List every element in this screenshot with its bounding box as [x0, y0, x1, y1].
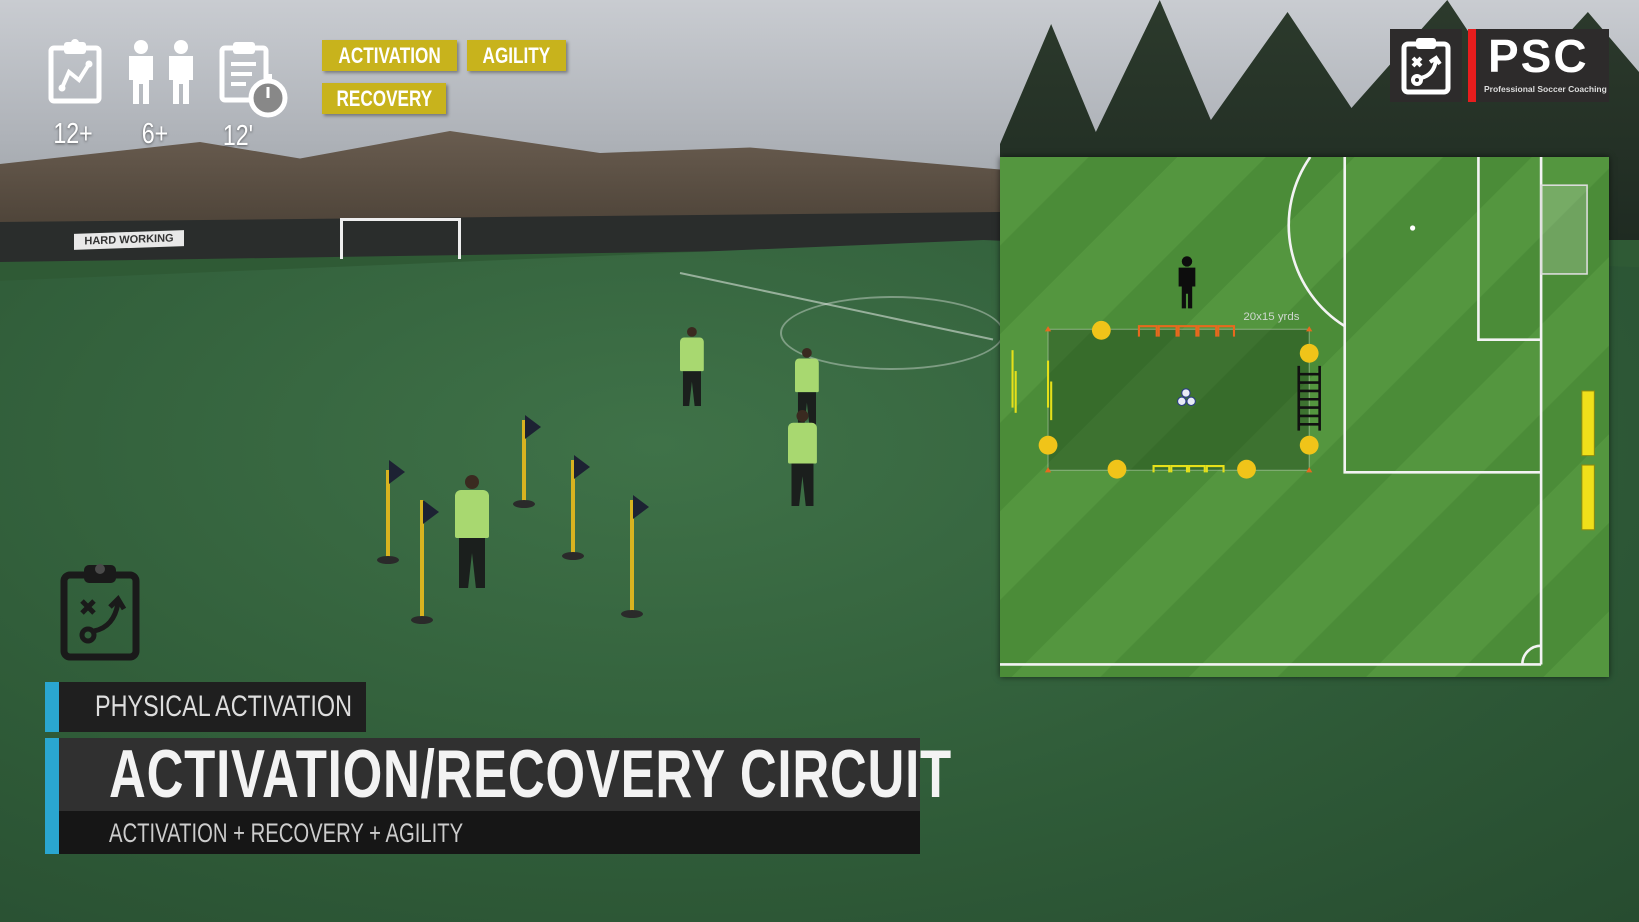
background-goal [340, 218, 461, 259]
disc-marker [1038, 435, 1058, 455]
session-title-block: ACTIVATION/RECOVERY CIRCUIT ACTIVATION +… [45, 738, 951, 854]
pole-base [621, 610, 643, 618]
tag-agility: AGILITY [467, 40, 566, 71]
corner-arc [1520, 644, 1542, 665]
pole-flag [633, 495, 649, 519]
goal-area-line [1477, 157, 1542, 342]
tag-activation: ACTIVATION [322, 40, 457, 71]
drill-diagram-svg: 20x15 yrds [1000, 157, 1609, 677]
clipboard-chart-icon [48, 39, 102, 104]
psc-logo: PSC Professional Soccer Coaching [1390, 29, 1609, 102]
stat-age: 12+ [47, 38, 103, 150]
tag-label: RECOVERY [336, 86, 432, 111]
category-text: PHYSICAL ACTIVATION [95, 690, 353, 723]
subtitle-band: ACTIVATION + RECOVERY + AGILITY [59, 811, 920, 854]
pitch-markings [1000, 157, 1588, 666]
session-title: ACTIVATION/RECOVERY CIRCUIT [109, 736, 952, 812]
player [455, 475, 489, 588]
clipboard-tactics-icon [1401, 38, 1451, 95]
accent-bar [45, 682, 59, 732]
pole-base [513, 500, 535, 508]
pole-flag [574, 455, 590, 479]
pole-flag [525, 415, 541, 439]
agility-pole [630, 500, 634, 615]
yellow-hurdles [1152, 465, 1225, 473]
stat-players-value: 6+ [141, 118, 169, 150]
area-label: 20x15 yrds [1243, 311, 1299, 323]
logo-mark: PSC [1488, 30, 1589, 82]
orange-hurdles [1137, 325, 1236, 337]
disc-marker [1237, 459, 1256, 479]
drill-diagram: 20x15 yrds [1000, 157, 1609, 677]
pole-flag [423, 500, 439, 524]
agility-pole [386, 470, 390, 560]
corner-cones [1044, 326, 1313, 473]
player [680, 327, 704, 407]
title-band: ACTIVATION/RECOVERY CIRCUIT [59, 738, 951, 811]
stat-duration-value: 12' [222, 120, 254, 152]
logo-icon-box [1390, 29, 1462, 102]
coach-figure [1178, 256, 1196, 309]
stat-players: 6+ [125, 40, 201, 150]
marker-discs [1038, 320, 1319, 479]
agility-pole [522, 420, 526, 505]
logo-wordmark-box: PSC Professional Soccer Coaching [1476, 29, 1609, 102]
tag-recovery: RECOVERY [322, 83, 446, 114]
agility-pole [420, 500, 424, 620]
tag-label: AGILITY [482, 43, 551, 68]
logo-red-bar [1468, 29, 1476, 102]
agility-poles [1011, 350, 1053, 421]
stat-age-value: 12+ [53, 118, 93, 150]
pole-base [562, 552, 584, 560]
disc-marker [1091, 320, 1111, 340]
clipboard-tactics-icon [58, 561, 142, 666]
disc-marker [1107, 459, 1127, 479]
clipboard-stopwatch-icon [219, 42, 288, 118]
penalty-spot [1410, 225, 1416, 231]
category-label: PHYSICAL ACTIVATION [45, 682, 366, 732]
session-subtitle: ACTIVATION + RECOVERY + AGILITY [109, 818, 464, 848]
penalty-arc [1287, 157, 1346, 328]
soccer-balls [1177, 388, 1196, 407]
mannequins [1581, 390, 1595, 531]
players-icon [129, 40, 193, 104]
disc-marker [1299, 343, 1319, 363]
pole-base [377, 556, 399, 564]
goal [1540, 184, 1588, 275]
player [788, 410, 817, 507]
pole-base [411, 616, 433, 624]
agility-pole [571, 460, 575, 555]
disc-marker [1299, 435, 1319, 455]
pole-flag [389, 460, 405, 484]
tag-label: ACTIVATION [338, 43, 441, 68]
accent-bar [45, 738, 59, 854]
logo-subtitle: Professional Soccer Coaching [1484, 84, 1607, 94]
stat-duration: 12' [218, 38, 290, 152]
penalty-area-line [1343, 157, 1542, 474]
agility-ladder [1297, 365, 1321, 431]
